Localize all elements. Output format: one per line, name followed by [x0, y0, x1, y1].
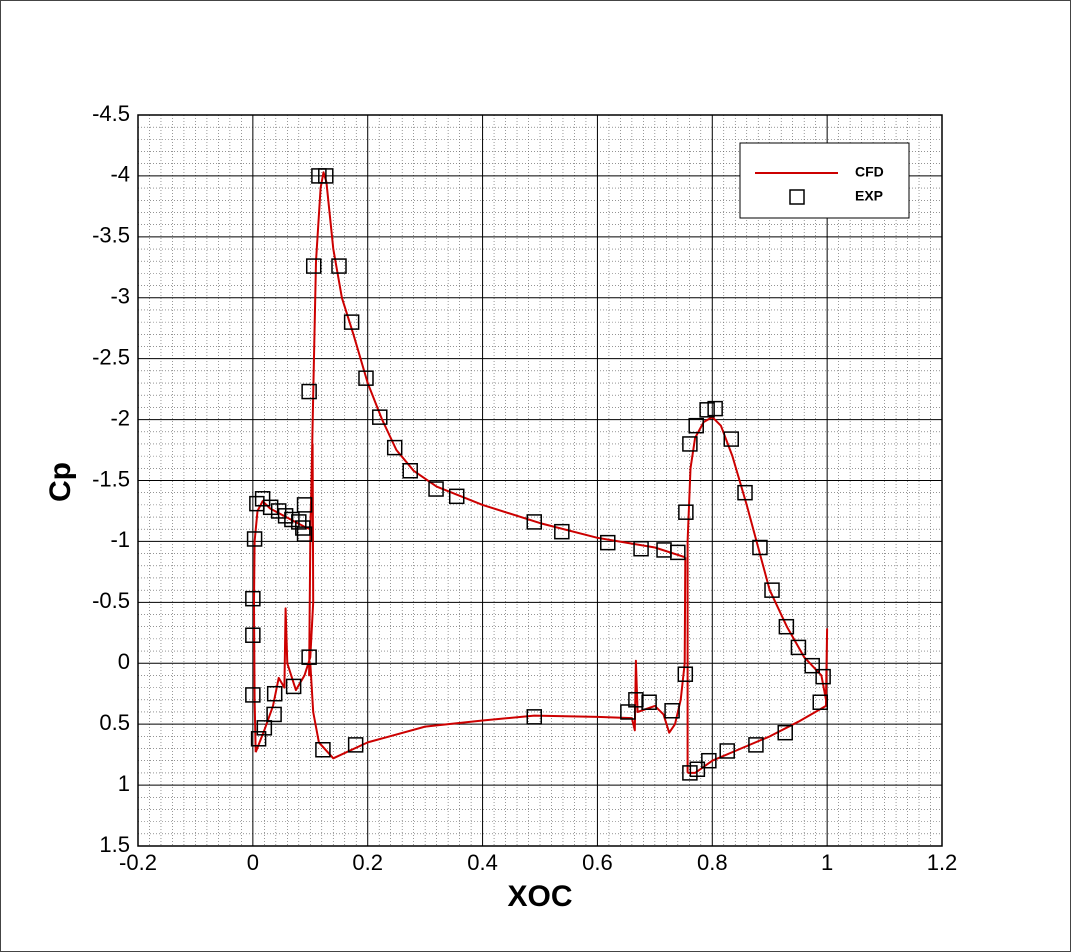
x-axis-title: XOC — [507, 880, 572, 913]
exp-marker — [318, 168, 334, 184]
exp-marker — [620, 704, 636, 720]
exp-marker — [554, 523, 570, 540]
exp-marker — [245, 687, 261, 703]
exp-marker — [778, 618, 795, 635]
x-tick-label: 0.2 — [352, 850, 383, 875]
exp-marker — [254, 491, 271, 507]
exp-marker — [804, 657, 820, 674]
exp-marker — [678, 504, 694, 520]
exp-marker — [670, 544, 686, 561]
exp-marker — [285, 678, 302, 695]
exp-marker — [347, 737, 364, 753]
y-tick-label: -1.5 — [92, 466, 130, 491]
exp-marker — [256, 720, 273, 736]
exp-marker — [372, 409, 388, 425]
x-tick-label: 0.8 — [697, 850, 728, 875]
legend-label: CFD — [855, 164, 884, 180]
legend-marker — [789, 189, 805, 205]
exp-marker — [246, 531, 263, 547]
exp-marker — [262, 499, 279, 516]
exp-marker — [266, 706, 282, 723]
exp-marker — [301, 649, 317, 665]
y-tick-label: -2.5 — [92, 344, 130, 369]
exp-marker — [296, 526, 313, 542]
y-tick-label: -2 — [110, 405, 130, 430]
exp-marker — [266, 685, 283, 702]
y-tick-label: -1 — [110, 527, 130, 552]
x-tick-label: 0.4 — [467, 850, 498, 875]
exp-marker — [628, 692, 644, 708]
exp-marker — [682, 436, 698, 452]
x-tick-label: -0.2 — [119, 850, 157, 875]
exp-marker — [358, 370, 374, 386]
exp-marker — [245, 627, 261, 643]
exp-marker — [641, 694, 657, 710]
y-tick-label: 0.5 — [99, 710, 130, 735]
exp-marker — [633, 540, 649, 557]
exp-marker — [664, 703, 680, 719]
exp-marker — [677, 666, 694, 682]
plot-border — [137, 114, 943, 847]
y-tick-label: -4 — [110, 162, 130, 187]
exp-marker — [245, 590, 261, 607]
exp-marker — [295, 520, 311, 536]
exp-marker — [752, 539, 768, 556]
exp-marker — [764, 582, 780, 598]
exp-marker — [701, 752, 717, 769]
exp-marker — [526, 514, 543, 530]
exp-marker — [723, 431, 739, 447]
y-tick-label: -0.5 — [92, 588, 130, 613]
exp-marker — [315, 742, 331, 758]
exp-marker — [815, 668, 831, 685]
x-tick-label: 1 — [821, 850, 833, 875]
exp-marker — [428, 481, 444, 497]
exp-marker — [301, 383, 317, 400]
x-tick-label: 0.6 — [582, 850, 613, 875]
y-tick-label: -3.5 — [92, 223, 130, 248]
y-tick-label: -3 — [110, 284, 130, 309]
exp-marker — [305, 258, 322, 274]
exp-marker — [291, 514, 307, 530]
y-tick-label: 1 — [118, 771, 130, 796]
legend-label: EXP — [855, 188, 883, 204]
exp-marker — [719, 743, 735, 759]
x-tick-label: 1.2 — [927, 850, 958, 875]
exp-marker — [688, 417, 704, 434]
exp-marker — [737, 484, 753, 501]
y-tick-label: 1.5 — [99, 832, 130, 857]
x-tick-label: 0 — [247, 850, 259, 875]
exp-marker — [386, 439, 403, 456]
y-tick-label: -4.5 — [92, 101, 130, 126]
exp-marker — [526, 709, 543, 725]
exp-marker — [707, 400, 723, 417]
exp-marker — [682, 765, 698, 781]
exp-marker — [790, 639, 807, 656]
y-tick-label: 0 — [118, 649, 130, 674]
exp-marker — [699, 402, 715, 418]
exp-marker — [748, 737, 764, 753]
exp-marker — [343, 314, 360, 330]
exp-marker — [777, 724, 793, 741]
exp-marker — [600, 534, 616, 551]
exp-marker — [812, 694, 829, 710]
exp-marker — [448, 488, 465, 505]
legend-box — [739, 142, 910, 219]
exp-marker — [402, 463, 418, 479]
y-axis-title: Cp — [44, 462, 77, 502]
exp-marker — [296, 497, 313, 513]
exp-marker — [250, 731, 267, 747]
exp-marker — [331, 258, 347, 274]
